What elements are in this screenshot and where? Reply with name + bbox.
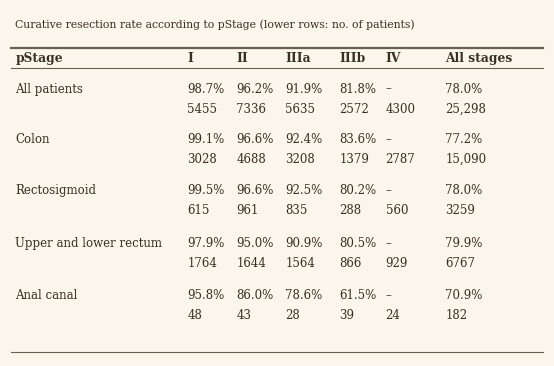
Text: 1564: 1564	[285, 257, 315, 270]
Text: 866: 866	[340, 257, 362, 270]
Text: 83.6%: 83.6%	[340, 134, 377, 146]
Text: pStage: pStage	[16, 52, 63, 65]
Text: 929: 929	[386, 257, 408, 270]
Text: 3028: 3028	[187, 153, 217, 166]
Text: IIIb: IIIb	[340, 52, 366, 65]
Text: 1379: 1379	[340, 153, 370, 166]
Text: Curative resection rate according to pStage (lower rows: no. of patients): Curative resection rate according to pSt…	[16, 20, 415, 30]
Text: 15,090: 15,090	[445, 153, 486, 166]
Text: 3259: 3259	[445, 205, 475, 217]
Text: 288: 288	[340, 205, 362, 217]
Text: 4300: 4300	[386, 102, 416, 116]
Text: 1764: 1764	[187, 257, 217, 270]
Text: 961: 961	[237, 205, 259, 217]
Text: 77.2%: 77.2%	[445, 134, 483, 146]
Text: 43: 43	[237, 309, 252, 322]
Text: All patients: All patients	[16, 82, 83, 96]
Text: 25,298: 25,298	[445, 102, 486, 116]
Text: 7336: 7336	[237, 102, 266, 116]
Text: IIIa: IIIa	[285, 52, 311, 65]
Text: 1644: 1644	[237, 257, 266, 270]
Text: 4688: 4688	[237, 153, 266, 166]
Text: 97.9%: 97.9%	[187, 238, 225, 250]
Text: 99.5%: 99.5%	[187, 184, 225, 197]
Text: 24: 24	[386, 309, 401, 322]
Text: Colon: Colon	[16, 134, 50, 146]
Text: 99.1%: 99.1%	[187, 134, 225, 146]
Text: 28: 28	[285, 309, 300, 322]
Text: 80.5%: 80.5%	[340, 238, 377, 250]
Text: 61.5%: 61.5%	[340, 290, 377, 302]
Text: –: –	[386, 290, 392, 302]
Text: 6767: 6767	[445, 257, 475, 270]
Text: All stages: All stages	[445, 52, 512, 65]
Text: I: I	[187, 52, 193, 65]
Text: 78.0%: 78.0%	[445, 184, 483, 197]
Text: 835: 835	[285, 205, 307, 217]
Text: 96.2%: 96.2%	[237, 82, 274, 96]
Text: 182: 182	[445, 309, 468, 322]
Text: 95.8%: 95.8%	[187, 290, 225, 302]
Text: 96.6%: 96.6%	[237, 184, 274, 197]
Text: 5455: 5455	[187, 102, 217, 116]
Text: 3208: 3208	[285, 153, 315, 166]
Text: 39: 39	[340, 309, 355, 322]
Text: Rectosigmoid: Rectosigmoid	[16, 184, 96, 197]
Text: 2572: 2572	[340, 102, 369, 116]
Text: 86.0%: 86.0%	[237, 290, 274, 302]
Text: 78.6%: 78.6%	[285, 290, 322, 302]
Text: 78.0%: 78.0%	[445, 82, 483, 96]
Text: –: –	[386, 238, 392, 250]
Text: 96.6%: 96.6%	[237, 134, 274, 146]
Text: 81.8%: 81.8%	[340, 82, 376, 96]
Text: –: –	[386, 134, 392, 146]
Text: 92.5%: 92.5%	[285, 184, 322, 197]
Text: Anal canal: Anal canal	[16, 290, 78, 302]
Text: 92.4%: 92.4%	[285, 134, 322, 146]
Text: IV: IV	[386, 52, 401, 65]
Text: 560: 560	[386, 205, 408, 217]
Text: 48: 48	[187, 309, 202, 322]
Text: 5635: 5635	[285, 102, 315, 116]
Text: 80.2%: 80.2%	[340, 184, 377, 197]
Text: II: II	[237, 52, 248, 65]
Text: 2787: 2787	[386, 153, 416, 166]
Text: 615: 615	[187, 205, 210, 217]
Text: 95.0%: 95.0%	[237, 238, 274, 250]
Text: 90.9%: 90.9%	[285, 238, 322, 250]
Text: 91.9%: 91.9%	[285, 82, 322, 96]
Text: 70.9%: 70.9%	[445, 290, 483, 302]
Text: 79.9%: 79.9%	[445, 238, 483, 250]
Text: 98.7%: 98.7%	[187, 82, 225, 96]
Text: –: –	[386, 184, 392, 197]
Text: Upper and lower rectum: Upper and lower rectum	[16, 238, 162, 250]
Text: –: –	[386, 82, 392, 96]
